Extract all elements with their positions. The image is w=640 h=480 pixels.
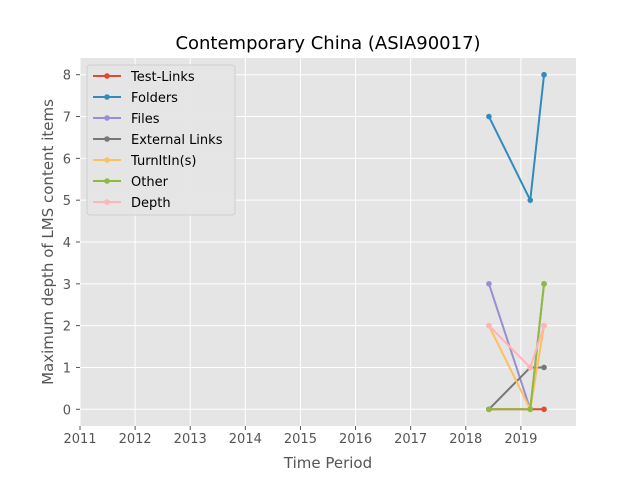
x-axis-label: Time Period xyxy=(283,454,372,472)
data-point-other xyxy=(527,406,534,413)
y-tick-label: 8 xyxy=(63,69,71,84)
data-point-other xyxy=(486,406,492,413)
legend-marker-test-links xyxy=(104,73,110,79)
legend-marker-other xyxy=(104,178,110,184)
x-tick-label: 2019 xyxy=(504,432,537,447)
x-tick-label: 2011 xyxy=(63,432,96,447)
legend-label-depth: Depth xyxy=(131,196,171,211)
data-point-test-links xyxy=(541,406,547,413)
y-tick-label: 5 xyxy=(63,194,71,209)
legend-marker-depth xyxy=(104,199,110,205)
x-tick-label: 2012 xyxy=(119,432,152,447)
data-point-other xyxy=(541,281,547,287)
x-axis-ticks: 2011 2012 2013 2014 2015 2016 2017 2018 2019 xyxy=(63,426,537,447)
y-axis-ticks: 0 1 2 3 4 5 6 7 8 xyxy=(63,69,80,418)
data-point-files xyxy=(486,281,492,287)
data-point-folders xyxy=(541,71,547,78)
x-tick-label: 2017 xyxy=(394,432,427,447)
legend-label-turnitin-s: TurnItIn(s) xyxy=(130,154,196,169)
data-point-folders xyxy=(527,197,534,203)
legend-marker-files xyxy=(104,115,110,121)
y-tick-label: 4 xyxy=(63,236,71,251)
legend: Test-Links Folders Files External Links Turn… xyxy=(86,64,236,216)
y-axis-label: Maximum depth of LMS content items xyxy=(39,99,57,385)
legend-marker-external-links xyxy=(104,136,110,142)
legend-box xyxy=(86,64,236,216)
data-point-external-links xyxy=(541,364,547,371)
y-tick-label: 0 xyxy=(63,403,71,418)
data-point-depth xyxy=(486,322,492,329)
legend-label-test-links: Test-Links xyxy=(130,70,195,85)
series-lines xyxy=(486,71,547,413)
data-point-depth xyxy=(527,364,534,371)
y-tick-label: 6 xyxy=(63,152,71,167)
legend-marker-turnitin-s xyxy=(104,157,110,163)
x-tick-label: 2015 xyxy=(284,432,317,447)
x-tick-label: 2018 xyxy=(449,432,482,447)
legend-label-folders: Folders xyxy=(131,91,178,106)
x-tick-label: 2013 xyxy=(174,432,207,447)
x-tick-label: 2014 xyxy=(229,432,262,447)
data-point-depth xyxy=(541,322,547,329)
x-tick-label: 2016 xyxy=(339,432,372,447)
y-tick-label: 3 xyxy=(63,278,71,293)
data-point-folders xyxy=(486,113,492,120)
legend-label-other: Other xyxy=(131,175,169,190)
legend-marker-folders xyxy=(104,94,110,100)
legend-label-external-links: External Links xyxy=(131,133,223,148)
y-tick-label: 1 xyxy=(63,361,71,376)
legend-label-files: Files xyxy=(131,112,160,127)
y-tick-label: 2 xyxy=(63,320,71,335)
chart-title: Contemporary China (ASIA90017) xyxy=(175,33,480,54)
y-tick-label: 7 xyxy=(63,111,71,126)
